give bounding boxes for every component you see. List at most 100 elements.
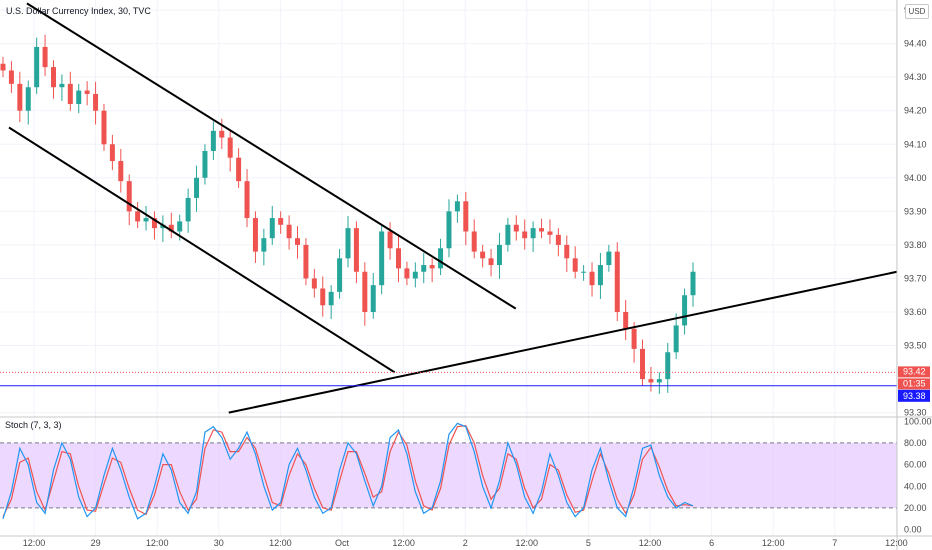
candle-body <box>320 288 326 306</box>
candle-body <box>42 46 48 68</box>
candle-body <box>219 130 225 138</box>
candle-body <box>210 130 216 151</box>
time-tick-label: 12:00 <box>639 538 662 548</box>
candle-body <box>151 218 157 229</box>
candle-body <box>303 244 309 279</box>
candle-body <box>337 258 343 292</box>
candle-body <box>656 379 662 383</box>
candle-body <box>244 181 250 219</box>
chart-title: U.S. Dollar Currency Index, 30, TVC <box>6 6 151 16</box>
candle-body <box>76 90 82 104</box>
candle-body <box>311 278 317 289</box>
candle-body <box>143 218 149 222</box>
price-tick-label: 94.10 <box>904 139 927 149</box>
candle-body <box>50 67 56 88</box>
candle-body <box>513 224 519 232</box>
candle-body <box>0 63 6 71</box>
price-tick-label: 93.50 <box>904 341 927 351</box>
candle-body <box>185 197 191 222</box>
candle-body <box>168 224 174 232</box>
candle-body <box>589 271 595 286</box>
candle-body <box>370 285 376 312</box>
candle-body <box>555 234 561 245</box>
candle-body <box>34 46 40 88</box>
stoch-tick-label: 80.00 <box>904 438 927 448</box>
last-price-tag-bg <box>898 366 930 378</box>
time-tick-label: 5 <box>586 538 591 548</box>
candle-body <box>522 231 528 239</box>
candle-body <box>581 271 587 273</box>
time-tick-label: 29 <box>91 538 101 548</box>
countdown-tag: 01:35 <box>898 378 930 390</box>
stoch-d-line <box>2 424 694 517</box>
time-tick-label: 12:00 <box>23 538 46 548</box>
candle-body <box>269 218 275 239</box>
candle-body <box>648 379 654 383</box>
candle-body <box>539 228 545 232</box>
candle-body <box>463 201 469 232</box>
price-tick-label: 94.00 <box>904 173 927 183</box>
candle-body <box>126 181 132 212</box>
candle-body <box>480 251 486 259</box>
candle-body <box>118 161 124 182</box>
candle-body <box>682 295 688 326</box>
time-tick-label: 7 <box>832 538 837 548</box>
candle-body <box>93 93 99 111</box>
last-price-tag: 93.42 <box>898 366 930 378</box>
candle-body <box>278 218 284 225</box>
time-tick-label: 12:00 <box>762 538 785 548</box>
price-tick-label: 93.60 <box>904 307 927 317</box>
candle-body <box>572 258 578 272</box>
candle-body <box>606 251 612 266</box>
candle-body <box>135 211 141 222</box>
candle-body <box>429 265 435 269</box>
candle-body <box>25 87 31 111</box>
price-tick-label: 94.30 <box>904 72 927 82</box>
candle-body <box>194 177 200 198</box>
time-tick-label: 2 <box>463 538 468 548</box>
trendline <box>26 2 517 310</box>
candle-body <box>362 271 368 312</box>
price-tick-label: 94.40 <box>904 39 927 49</box>
cursor-price-tag-text: 93.38 <box>903 391 926 401</box>
candle-body <box>547 231 553 235</box>
cursor-price-tag: 93.38 <box>898 389 930 402</box>
stochastic-pane[interactable] <box>0 422 897 520</box>
candle-body <box>446 211 452 249</box>
candle-body <box>454 201 460 212</box>
candle-body <box>530 228 536 239</box>
candle-body <box>471 231 477 252</box>
stoch-k-line <box>2 422 694 520</box>
candle-body <box>404 268 410 279</box>
candle-body <box>395 248 401 269</box>
candle-body <box>261 238 267 252</box>
price-tick-label: 93.80 <box>904 240 927 250</box>
price-tick-label: 93.90 <box>904 206 927 216</box>
candle-body <box>236 157 242 182</box>
stoch-tick-label: 20.00 <box>904 503 927 513</box>
stoch-tick-label: 100.00 <box>904 416 932 426</box>
time-tick-label: 12:00 <box>269 538 292 548</box>
candle-body <box>101 110 107 145</box>
candle-body <box>438 248 444 269</box>
candle-body <box>252 218 258 252</box>
time-tick-label: 6 <box>709 538 714 548</box>
candle-body <box>67 83 73 104</box>
candle-body <box>286 224 292 239</box>
stoch-tick-label: 40.00 <box>904 481 927 491</box>
candle-body <box>488 258 494 266</box>
candle-body <box>353 228 359 272</box>
candle-body <box>387 231 393 249</box>
candle-body <box>665 352 671 380</box>
candle-body <box>345 228 351 259</box>
trendline <box>8 126 396 374</box>
candle-body <box>673 325 679 353</box>
time-tick-label: 12:00 <box>516 538 539 548</box>
last-price-tag-text: 93.42 <box>903 366 926 376</box>
candle-body <box>631 328 637 349</box>
price-tick-label: 93.30 <box>904 408 927 418</box>
time-tick-label: 30 <box>214 538 224 548</box>
currency-button[interactable]: USD <box>905 4 929 19</box>
candle-body <box>623 312 629 329</box>
